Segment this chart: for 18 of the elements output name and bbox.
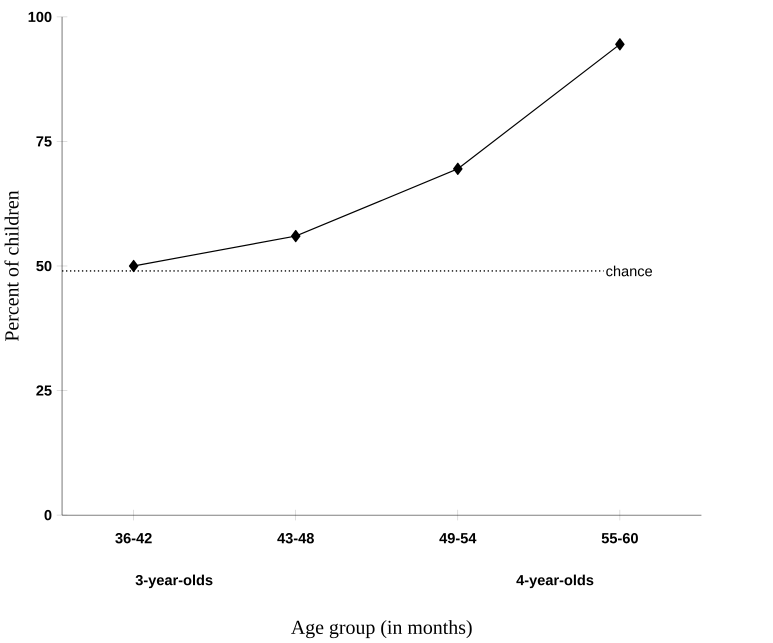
text: 4-year-olds: [516, 574, 594, 588]
y-tick-label: 0: [44, 510, 52, 520]
point: [290, 230, 300, 242]
x-tick-label: 36-42: [115, 533, 152, 544]
x-axis-title: Age group (in months): [291, 620, 472, 638]
point: [615, 38, 625, 51]
y-axis-title: Percent of children: [4, 190, 19, 342]
point: [453, 162, 463, 176]
ref-line-label: chance: [606, 266, 652, 277]
x-tick-label: 43-48: [277, 533, 314, 544]
y-tick-label: 75: [36, 136, 52, 147]
x-tick-label: 55-60: [602, 533, 638, 544]
y-tick-label: 25: [36, 386, 52, 396]
text: 3-year-olds: [136, 574, 212, 588]
point: [128, 260, 138, 272]
y-tick-label: 50: [36, 261, 52, 272]
x-tick-label: 49-54: [439, 533, 476, 544]
y-tick-label: 100: [28, 12, 52, 22]
